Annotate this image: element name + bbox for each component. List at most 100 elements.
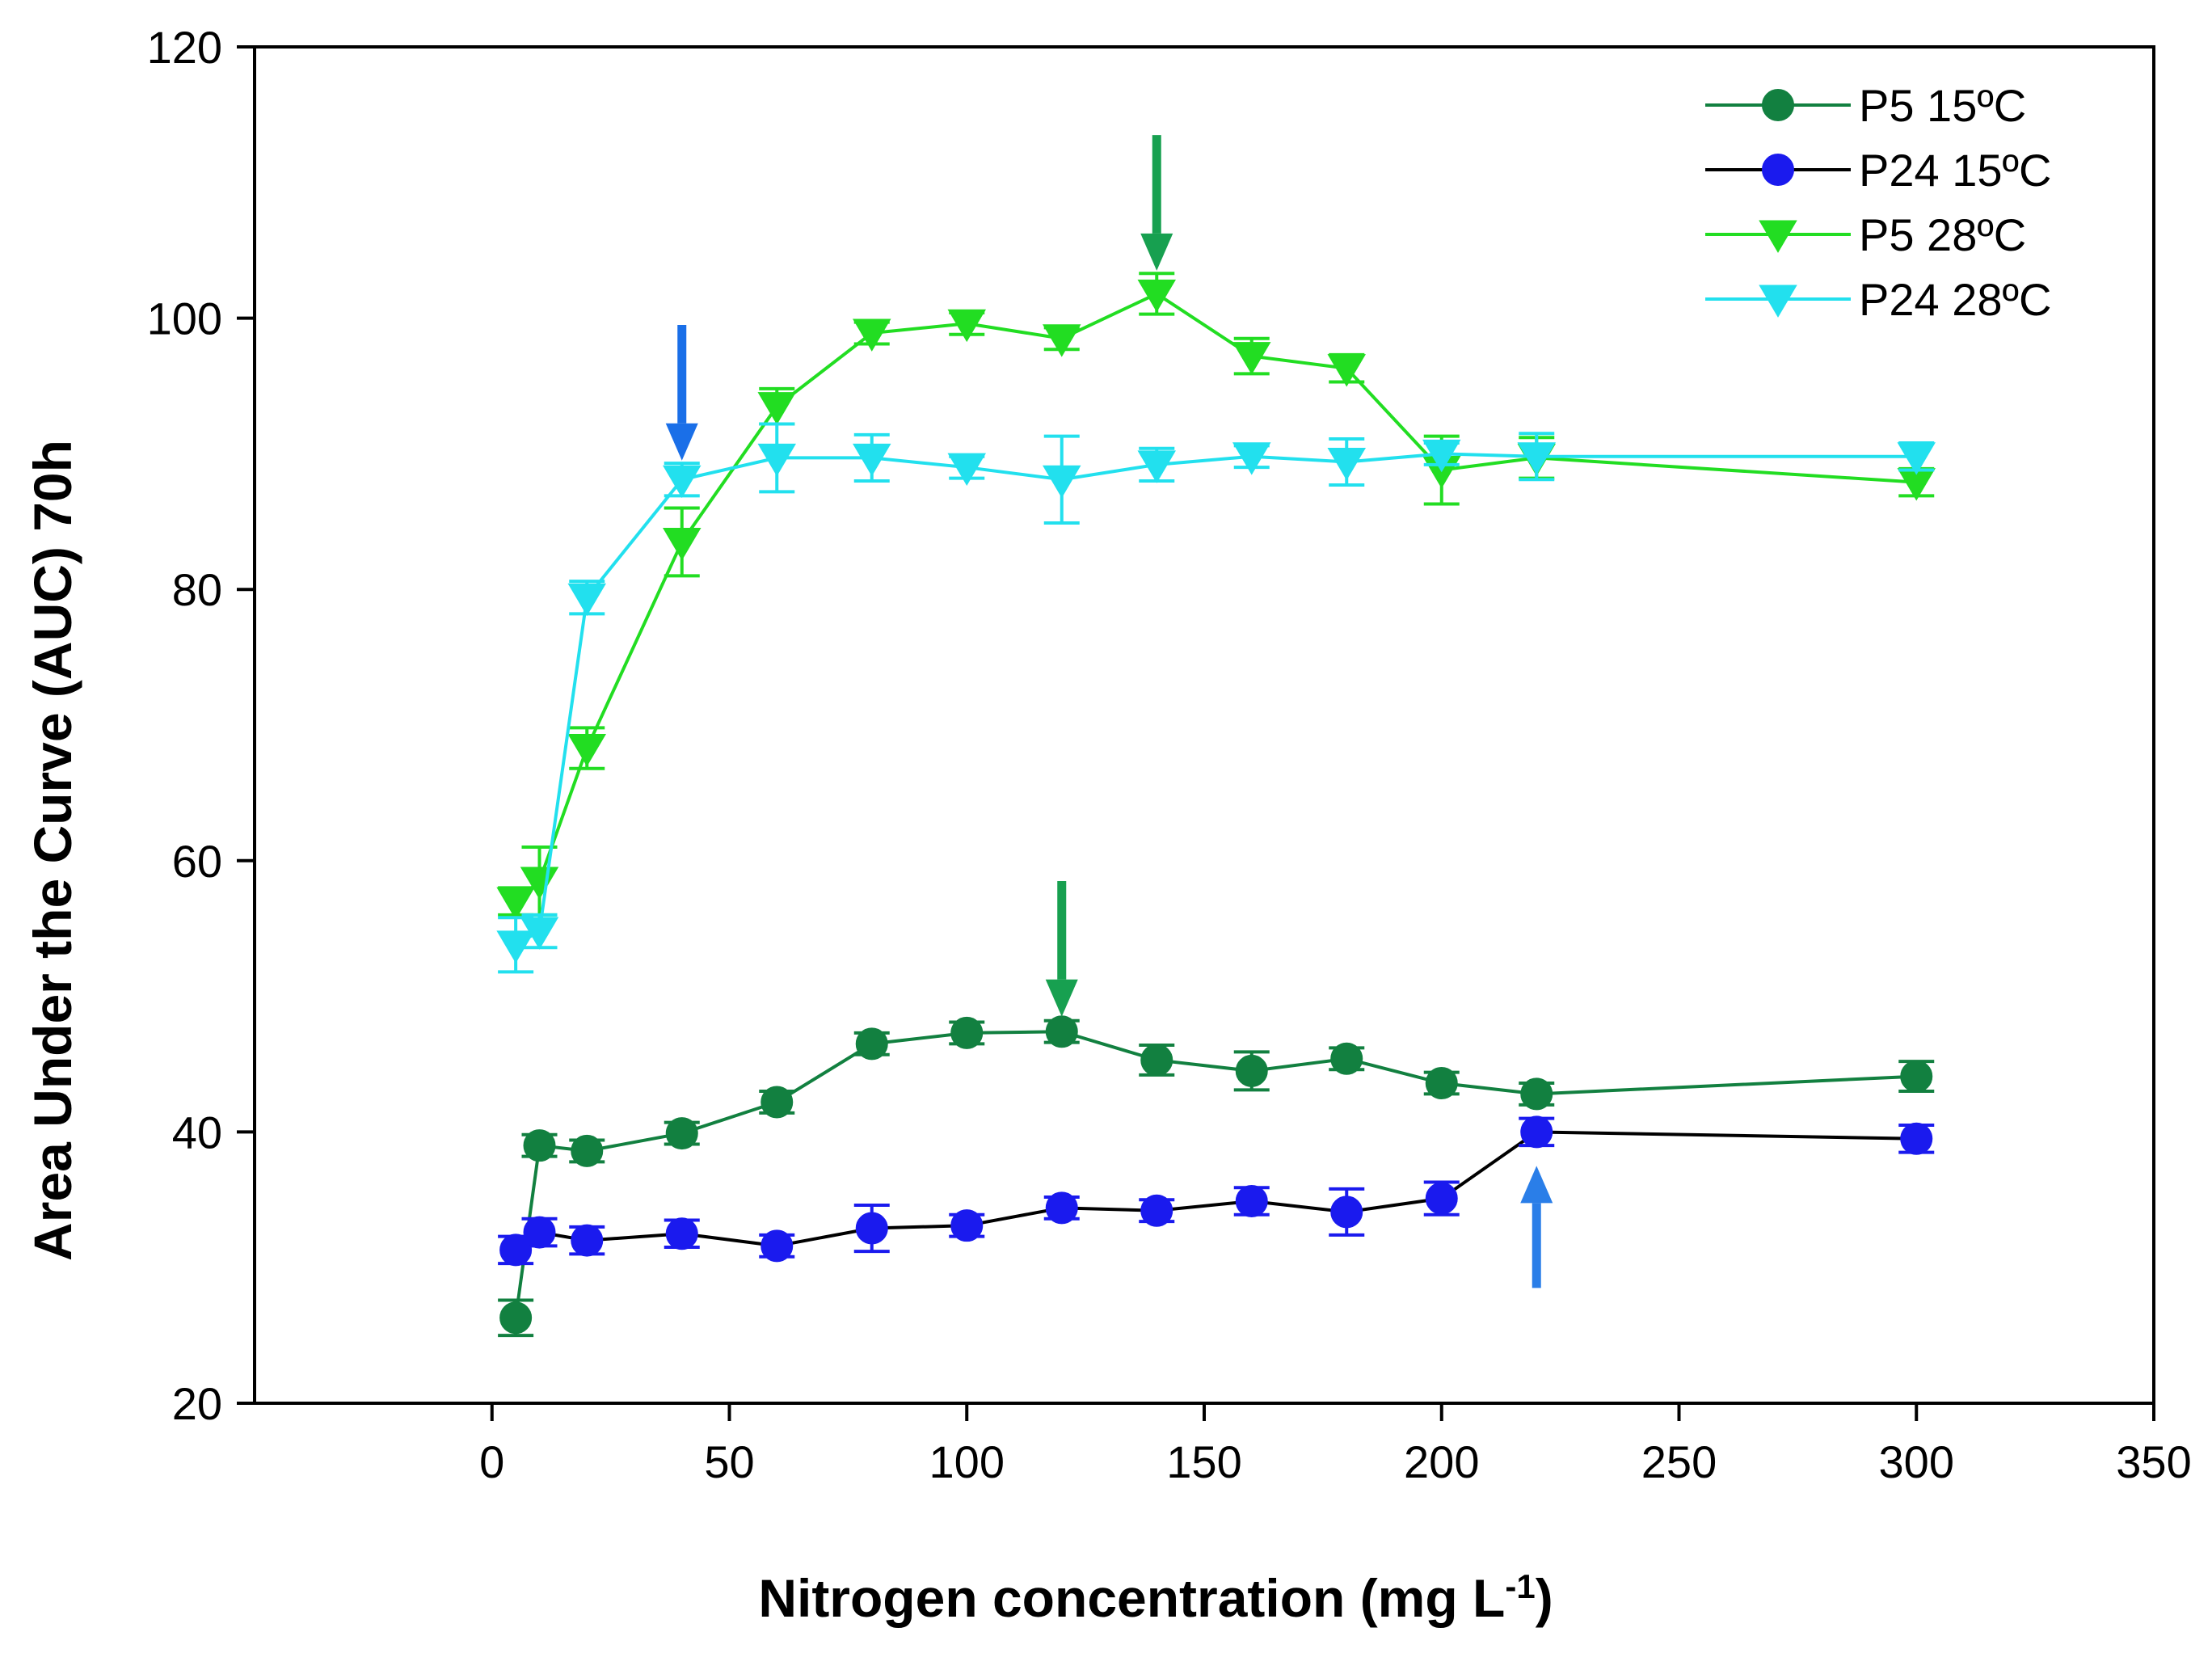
y-tick-label: 60 — [172, 836, 222, 887]
data-point — [1422, 439, 1461, 473]
data-point — [761, 1229, 794, 1263]
x-tick-label: 300 — [1879, 1436, 1954, 1487]
series-line — [514, 1130, 1917, 1251]
arrow-down — [1045, 880, 1078, 1017]
data-point — [1425, 1182, 1458, 1215]
arrow-head — [1520, 1166, 1553, 1204]
x-tick-label: 50 — [704, 1436, 754, 1487]
y-axis-title: Area Under the Curve (AUC) 70h — [23, 440, 82, 1261]
legend-item: P5 28ºC — [1705, 209, 2026, 260]
legend-marker — [1762, 154, 1794, 186]
legend-label: P24 15ºC — [1859, 145, 2051, 196]
series-1 — [498, 1015, 1935, 1338]
series-3 — [496, 272, 1936, 921]
legend-marker — [1759, 285, 1797, 318]
data-point — [665, 1217, 698, 1250]
legend-item: P24 15ºC — [1705, 145, 2051, 196]
y-tick-label: 80 — [172, 564, 222, 615]
data-point — [1235, 1184, 1268, 1217]
data-point — [950, 1209, 984, 1242]
annotation-arrows — [665, 135, 1553, 1288]
data-point — [1043, 324, 1081, 357]
data-point — [1520, 1115, 1553, 1149]
arrow-down — [665, 324, 698, 461]
data-point — [761, 1086, 794, 1119]
arrow-up — [1520, 1166, 1553, 1288]
data-point — [855, 1027, 888, 1061]
data-point — [663, 465, 702, 499]
legend-marker — [1759, 220, 1797, 253]
y-tick-label: 120 — [147, 22, 222, 73]
data-point — [1045, 1191, 1078, 1225]
y-tick-label: 100 — [147, 293, 222, 344]
arrow-head — [1140, 233, 1173, 271]
legend-marker — [1762, 89, 1794, 121]
data-point — [853, 318, 891, 352]
data-point — [1232, 442, 1271, 475]
data-point — [1045, 1015, 1078, 1048]
axes: 20 40 60 80 100 120 0 50 100 150 200 250 300 350 — [147, 22, 2192, 1487]
data-point — [1330, 1042, 1363, 1075]
data-point — [950, 1016, 984, 1049]
data-point — [1425, 1066, 1458, 1099]
data-point — [496, 930, 535, 964]
data-point — [947, 309, 986, 343]
series-line — [514, 292, 1917, 903]
data-point — [757, 443, 796, 477]
series-line — [515, 452, 1917, 947]
data-point — [523, 1216, 556, 1249]
data-point — [947, 453, 986, 487]
data-point — [1897, 442, 1936, 475]
legend-item: P24 28ºC — [1705, 274, 2051, 325]
data-point — [523, 1129, 556, 1162]
legend-label: P5 15ºC — [1859, 80, 2026, 131]
data-point — [665, 1117, 698, 1150]
data-point — [1140, 1194, 1173, 1227]
data-point — [567, 583, 606, 617]
data-point — [1137, 450, 1176, 483]
data-point — [1327, 447, 1366, 481]
x-tick-label: 250 — [1641, 1436, 1717, 1487]
data-point — [1235, 1054, 1268, 1087]
plot-area — [496, 272, 1936, 1338]
data-point — [853, 443, 891, 477]
data-point — [1043, 465, 1081, 499]
series-2 — [498, 1115, 1935, 1267]
data-point — [663, 527, 702, 561]
series-line — [514, 1030, 1917, 1318]
data-point — [1520, 1077, 1553, 1111]
legend-label: P24 28ºC — [1859, 274, 2051, 325]
data-point — [757, 392, 796, 425]
legend-item: P5 15ºC — [1705, 80, 2026, 131]
arrow-head — [1045, 979, 1078, 1017]
data-point — [567, 734, 606, 767]
data-point — [1137, 279, 1176, 313]
data-point — [855, 1212, 888, 1245]
data-point — [571, 1134, 604, 1167]
data-point — [496, 887, 535, 921]
data-point — [571, 1224, 604, 1257]
arrow-down — [1140, 135, 1173, 271]
arrow-head — [665, 423, 698, 461]
data-point — [1327, 354, 1366, 387]
x-tick-label: 150 — [1166, 1436, 1241, 1487]
x-axis-title-main: Nitrogen concentration (mg L — [758, 1568, 1505, 1628]
y-tick-label: 20 — [172, 1378, 222, 1429]
data-point — [1900, 1060, 1933, 1093]
x-axis-title-superscript: -1 — [1505, 1567, 1535, 1605]
legend: P5 15ºC P24 15ºC P5 28ºC P24 28ºC — [1705, 80, 2051, 325]
data-point — [1517, 442, 1556, 475]
data-point — [1900, 1122, 1933, 1155]
data-point — [1140, 1044, 1173, 1077]
x-axis-title-end: ) — [1536, 1568, 1553, 1628]
x-axis-title: Nitrogen concentration (mg L-1) — [758, 1567, 1553, 1629]
y-tick-label: 40 — [172, 1107, 222, 1158]
data-point — [499, 1301, 533, 1335]
data-point — [1232, 342, 1271, 375]
data-point — [520, 917, 559, 950]
x-tick-label: 200 — [1404, 1436, 1479, 1487]
x-tick-label: 100 — [929, 1436, 1005, 1487]
data-point — [499, 1233, 533, 1267]
x-tick-label: 0 — [479, 1436, 504, 1487]
